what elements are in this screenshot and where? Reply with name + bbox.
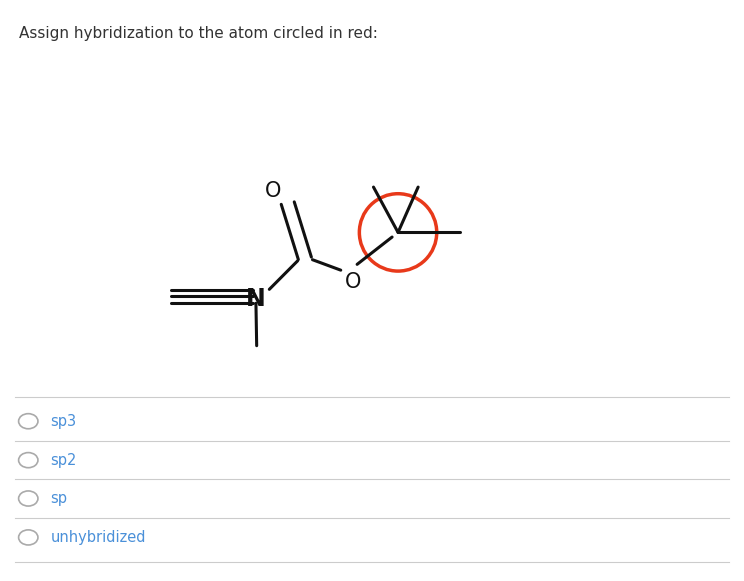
Text: sp3: sp3	[51, 414, 77, 429]
Text: unhybridized: unhybridized	[51, 530, 146, 545]
Text: sp2: sp2	[51, 453, 77, 468]
Text: O: O	[265, 181, 281, 200]
Text: sp: sp	[51, 491, 68, 506]
Text: N: N	[246, 287, 266, 311]
Text: O: O	[345, 272, 362, 292]
Text: Assign hybridization to the atom circled in red:: Assign hybridization to the atom circled…	[19, 26, 377, 41]
